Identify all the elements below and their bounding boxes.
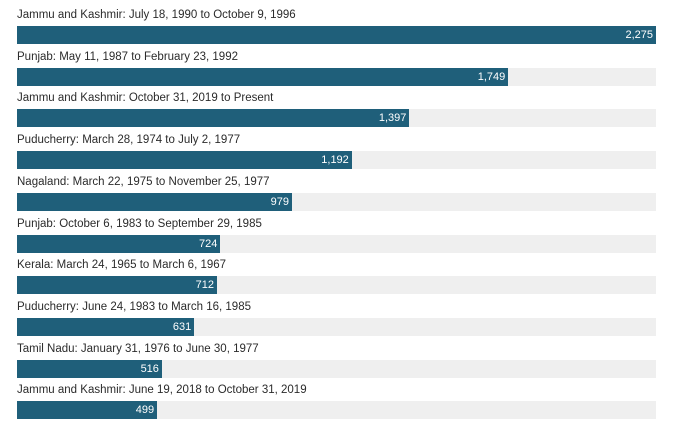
bar-track: 2,275 xyxy=(17,26,656,44)
bar-track: 724 xyxy=(17,234,656,253)
category-label: Punjab: May 11, 1987 to February 23, 199… xyxy=(17,50,238,63)
bar-track: 499 xyxy=(17,401,656,420)
bar-value-label: 724 xyxy=(198,237,218,250)
bar-track: 712 xyxy=(17,276,656,295)
category-label: Jammu and Kashmir: October 31, 2019 to P… xyxy=(17,92,274,105)
bar-value-label: 1,192 xyxy=(321,154,349,167)
bar-track: 631 xyxy=(17,317,656,336)
bar: 2,275 xyxy=(17,26,656,44)
bar-track: 1,749 xyxy=(17,67,656,86)
bar-value-label: 712 xyxy=(195,279,214,292)
category-label: Puducherry: June 24, 1983 to March 16, 1… xyxy=(17,300,251,313)
bar: 712 xyxy=(17,276,217,295)
bar-track: 1,397 xyxy=(17,109,656,128)
bar-track: 979 xyxy=(17,192,656,211)
bar-value-label: 1,397 xyxy=(378,112,407,125)
bar: 631 xyxy=(17,317,195,336)
bar-value-label: 499 xyxy=(135,404,155,417)
bar: 979 xyxy=(17,192,292,211)
bar: 516 xyxy=(17,359,162,378)
category-label: Kerala: March 24, 1965 to March 6, 1967 xyxy=(17,259,227,272)
bar-value-label: 631 xyxy=(172,320,192,333)
bar: 724 xyxy=(17,234,221,253)
bar: 1,749 xyxy=(17,67,509,86)
bar-value-label: 979 xyxy=(270,195,289,208)
category-label: Tamil Nadu: January 31, 1976 to June 30,… xyxy=(17,342,259,355)
bar-track: 1,192 xyxy=(17,151,656,170)
bar: 1,192 xyxy=(17,151,352,170)
bar-value-label: 2,275 xyxy=(625,29,653,41)
bar: 499 xyxy=(17,401,158,420)
category-label: Nagaland: March 22, 1975 to November 25,… xyxy=(17,175,270,188)
bar: 1,397 xyxy=(17,109,410,128)
category-label: Puducherry: March 28, 1974 to July 2, 19… xyxy=(17,134,241,147)
category-label: Jammu and Kashmir: June 19, 2018 to Octo… xyxy=(17,384,307,397)
category-label: Jammu and Kashmir: July 18, 1990 to Octo… xyxy=(17,9,296,21)
bar-track: 516 xyxy=(17,359,656,378)
bar-value-label: 1,749 xyxy=(477,70,506,83)
category-label: Punjab: October 6, 1983 to September 29,… xyxy=(17,217,262,230)
bar-value-label: 516 xyxy=(140,362,159,375)
